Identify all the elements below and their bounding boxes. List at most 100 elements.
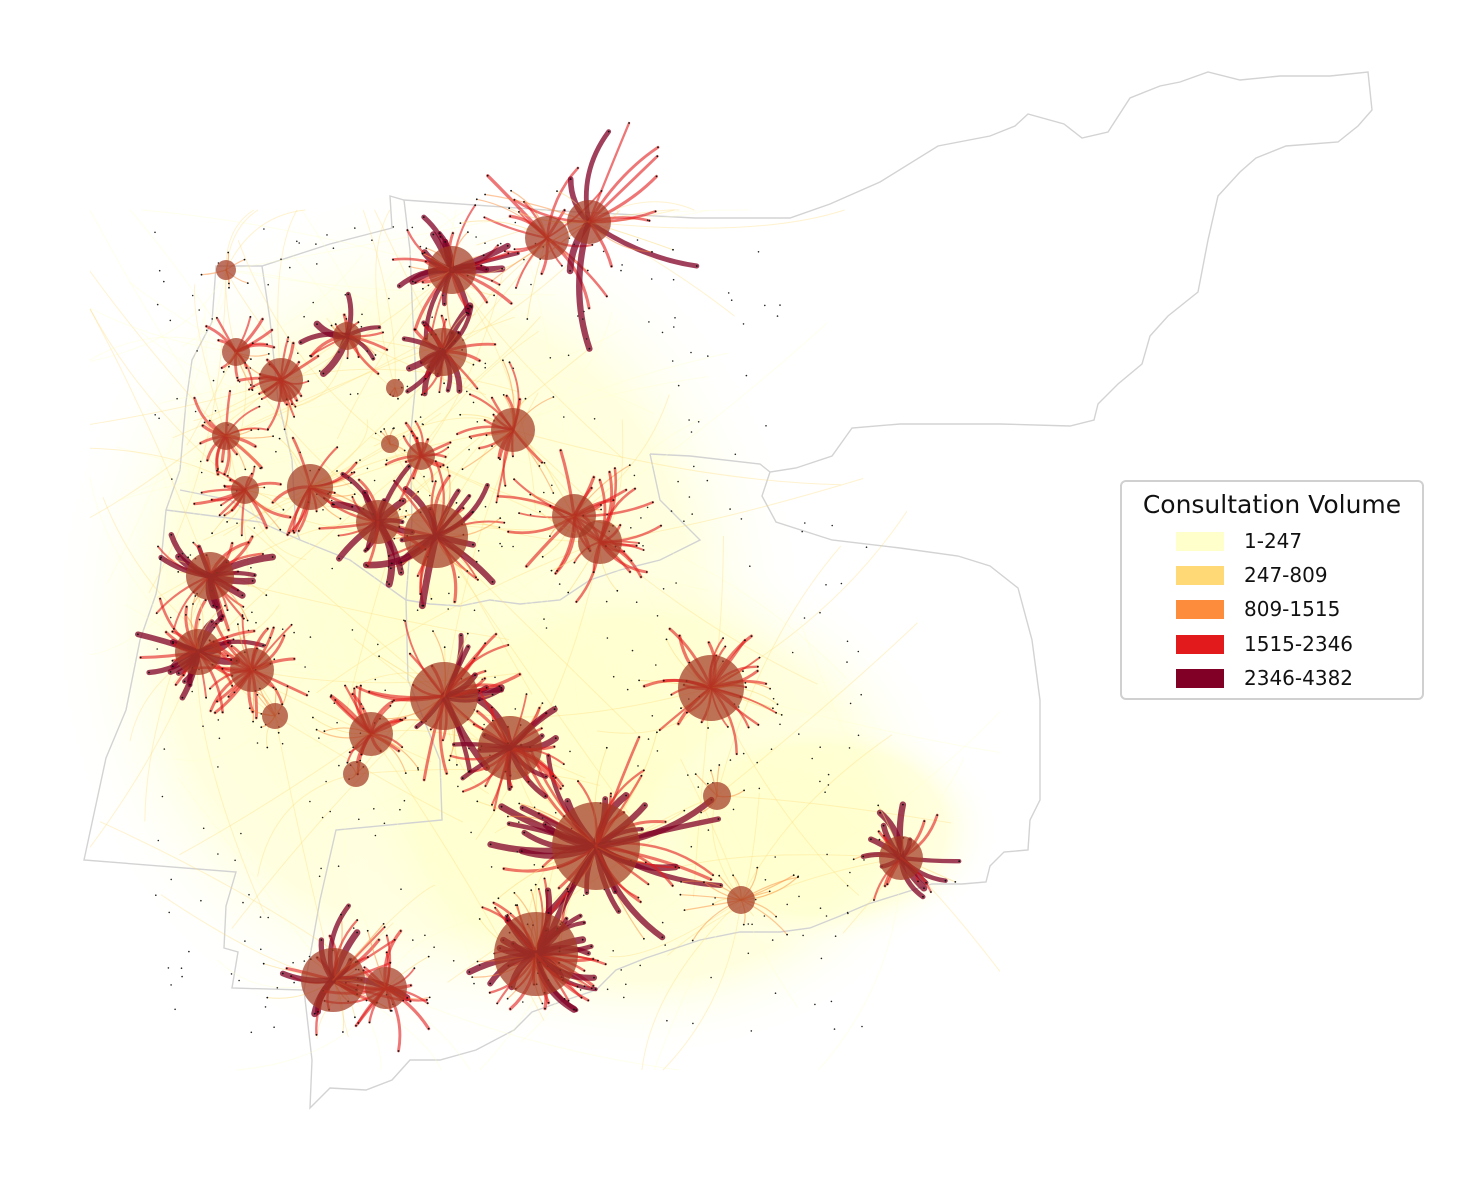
origin-point [848,747,851,749]
origin-point [568,237,571,239]
origin-point [198,545,200,548]
origin-point [587,952,590,955]
origin-point [185,605,188,608]
origin-point [299,451,302,454]
origin-point [367,956,369,958]
origin-point [373,808,375,810]
origin-point [250,1031,253,1034]
origin-point [365,999,368,1002]
origin-point [509,1008,512,1010]
origin-point [271,556,274,558]
origin-point [159,558,162,561]
origin-point [583,310,585,313]
origin-point [267,353,270,355]
district-line-4 [649,453,771,473]
origin-point [408,265,411,268]
origin-point [750,635,753,637]
origin-point [661,921,664,924]
flow-line-faint [451,269,536,511]
origin-point [351,693,354,695]
origin-point [236,376,239,379]
flow-line-faint [301,209,396,389]
origin-point [462,507,465,510]
origin-point [355,461,358,464]
origin-point [461,468,464,471]
origin-point [820,957,823,960]
origin-point [245,367,248,369]
origin-point [886,883,889,886]
flow-line-faint [716,795,736,922]
origin-point [355,1024,357,1027]
origin-point [600,508,602,511]
origin-point [453,600,456,603]
origin-point [483,677,486,680]
origin-point [248,707,251,710]
origin-point [470,831,472,834]
origin-point [353,471,356,474]
origin-point [229,390,231,392]
origin-point [383,926,386,928]
origin-point [804,522,806,524]
origin-point [747,923,750,925]
origin-point [443,302,446,305]
origin-point [484,193,486,196]
origin-point [802,934,804,937]
origin-point [272,626,275,629]
legend-swatch-3 [1176,599,1224,619]
origin-point [612,950,614,952]
flow-line-faint [231,695,445,929]
origin-point [559,449,562,452]
origin-point [827,773,830,776]
origin-point [579,915,582,917]
legend: Consultation Volume 1-247 247-809 809-15… [1120,480,1424,700]
origin-point [293,658,296,660]
origin-point [491,706,493,709]
origin-point [826,853,828,856]
origin-point [448,759,451,762]
origin-point [468,436,471,438]
origin-point [457,331,460,334]
origin-point [154,414,156,416]
origin-point [593,976,595,979]
origin-point [228,365,230,368]
region-boundaries [83,71,1373,1110]
origin-point [200,491,203,494]
origin-point [210,498,213,501]
origin-point [371,239,373,241]
origin-point [734,453,737,456]
origin-point [422,281,424,283]
origin-point [642,545,644,547]
hub-circle [259,358,303,402]
origin-point [502,394,505,396]
origin-point [444,456,447,458]
origin-point [218,737,221,740]
flow-line-faint [389,443,533,695]
origin-point [686,711,688,714]
origin-point [577,780,579,783]
origin-point [273,1026,275,1028]
origin-point [846,911,849,914]
origin-point [217,719,220,721]
origin-point [307,380,310,383]
origin-point [566,800,569,803]
origin-point [483,419,486,421]
origin-point [825,584,827,586]
origin-point [694,773,697,775]
origin-point [217,853,219,855]
hub-circle [381,435,399,453]
origin-point [307,690,310,693]
origin-point [412,477,415,479]
origin-point [275,450,277,453]
origin-point [640,576,642,578]
origin-point [884,885,886,887]
origin-point [484,505,487,508]
origin-point [710,976,712,979]
origin-point [139,656,142,659]
origin-point [594,988,597,991]
hub-circle [491,408,535,452]
origin-point [508,822,510,825]
origin-point [180,967,183,969]
origin-point [411,226,414,229]
origin-point [592,571,595,573]
origin-point [374,354,377,356]
